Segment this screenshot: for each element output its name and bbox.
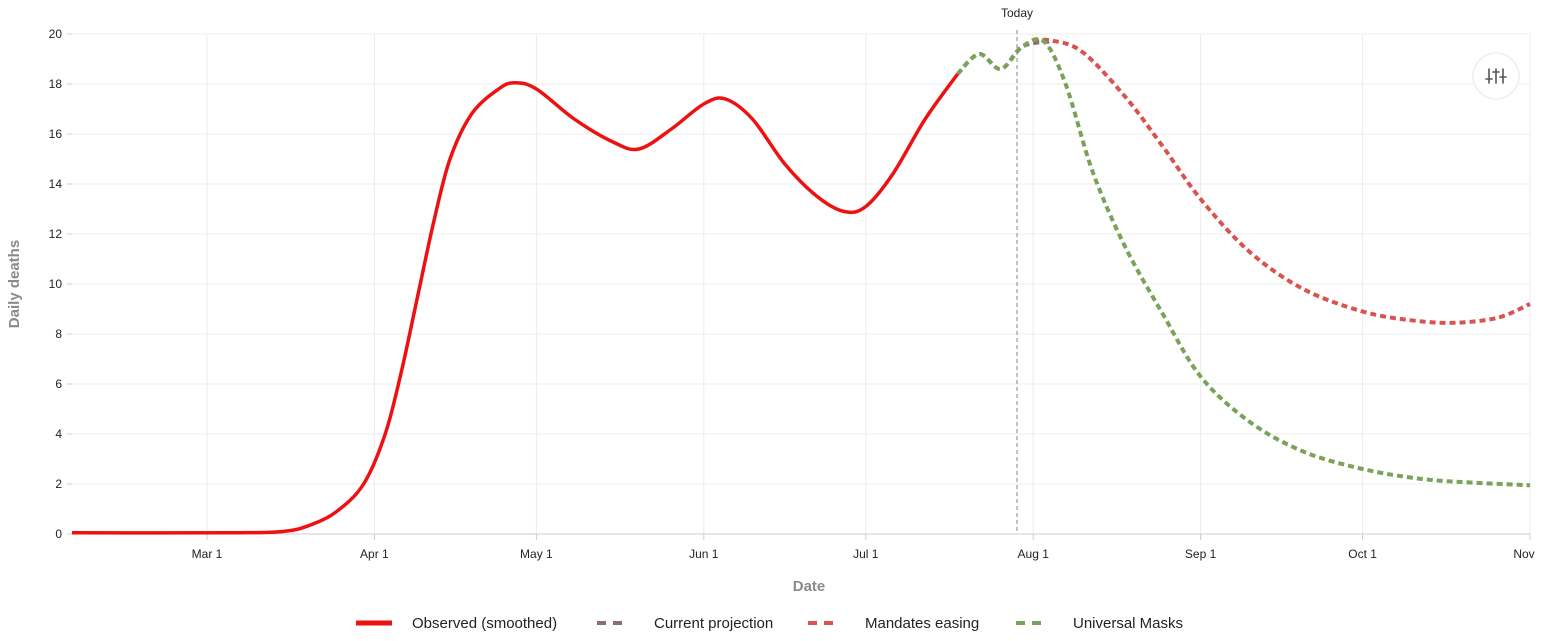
legend-item-universal-masks[interactable]: Universal Masks xyxy=(1016,615,1183,632)
series-line-universal-masks xyxy=(956,37,1531,488)
legend-label: Observed (smoothed) xyxy=(412,615,557,632)
legend-label: Universal Masks xyxy=(1073,615,1183,632)
series-layer xyxy=(71,37,1531,535)
y-tick-label: 6 xyxy=(55,377,62,391)
x-axis-title: Date xyxy=(793,578,826,595)
y-tick-label: 14 xyxy=(49,177,63,191)
legend-item-current-projection[interactable]: Current projection xyxy=(597,615,773,632)
today-label: Today xyxy=(1001,6,1033,20)
x-tick-label: Oct 1 xyxy=(1348,547,1377,561)
grid xyxy=(72,33,1531,535)
y-tick-label: 8 xyxy=(55,327,62,341)
x-tick-label: Aug 1 xyxy=(1018,547,1050,561)
today-marker: Today xyxy=(1001,6,1033,534)
x-axis-ticks: Mar 1 Apr 1 May 1 Jun 1 Jul 1 Aug 1 Sep 1 Oct 1… xyxy=(192,534,1535,561)
legend-item-mandates-easing[interactable]: Mandates easing xyxy=(808,615,979,632)
y-tick-label: 20 xyxy=(49,27,63,41)
x-tick-label: Jun 1 xyxy=(689,547,719,561)
y-axis-ticks: 0 2 4 6 8 10 12 14 16 18 20 xyxy=(49,27,72,541)
y-tick-label: 2 xyxy=(55,477,62,491)
x-tick-label: Sep 1 xyxy=(1185,547,1217,561)
x-tick-label: Mar 1 xyxy=(192,547,223,561)
y-tick-label: 10 xyxy=(49,277,63,291)
y-tick-label: 12 xyxy=(49,227,63,241)
legend-label: Current projection xyxy=(654,615,773,632)
y-tick-label: 16 xyxy=(49,127,63,141)
legend-label: Mandates easing xyxy=(865,615,979,632)
y-tick-label: 0 xyxy=(55,527,62,541)
x-tick-label: Apr 1 xyxy=(360,547,389,561)
x-tick-label: Jul 1 xyxy=(853,547,879,561)
y-axis-title: Daily deaths xyxy=(6,240,23,328)
y-tick-label: 18 xyxy=(49,77,63,91)
legend-item-observed-smoothed[interactable]: Observed (smoothed) xyxy=(356,615,557,632)
legend: Observed (smoothed) Current projection Man… xyxy=(356,615,1183,632)
x-tick-label: May 1 xyxy=(520,547,553,561)
x-tick-label: Nov xyxy=(1513,547,1534,561)
series-line-mandates-easing xyxy=(1032,37,1531,325)
series-line-observed-smoothed xyxy=(71,72,960,535)
sliders-icon xyxy=(1485,68,1507,84)
settings-button[interactable] xyxy=(1472,52,1520,100)
y-tick-label: 4 xyxy=(55,427,62,441)
